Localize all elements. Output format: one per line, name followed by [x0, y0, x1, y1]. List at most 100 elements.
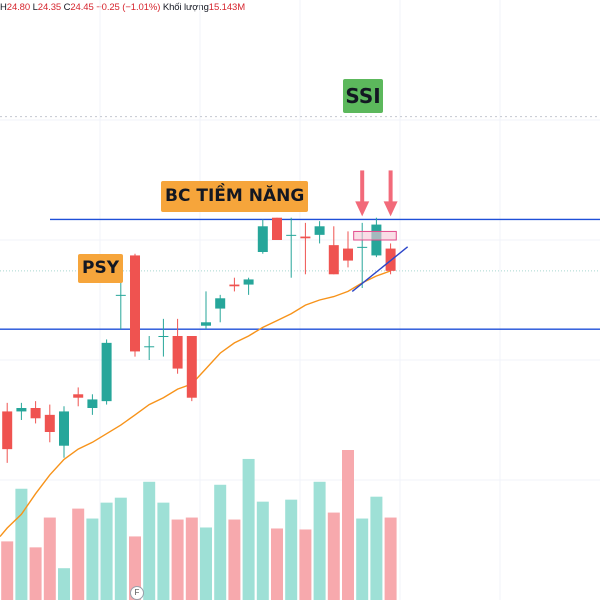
candle-body [328, 245, 339, 275]
change-value: −0.25 (−1.01%) [96, 2, 161, 13]
candle [343, 231, 353, 268]
candle [59, 406, 69, 458]
ohlc-legend: H24.80 L24.35 C24.45 −0.25 (−1.01%) Khối… [0, 0, 245, 16]
candle-body [300, 236, 311, 239]
volume-bar [200, 527, 212, 600]
candle [186, 336, 197, 402]
candle [87, 394, 98, 415]
volume-bar [171, 519, 184, 600]
volume-bar [228, 519, 241, 600]
candle-body [44, 414, 55, 432]
volume-bar [242, 458, 255, 600]
high-value: 24.80 [6, 2, 31, 13]
volume-bar [43, 517, 56, 600]
overlays [351, 170, 409, 292]
candle [243, 277, 254, 295]
candle-body [314, 226, 325, 235]
volume-bar [72, 508, 85, 600]
candle [2, 402, 13, 463]
candle [144, 336, 155, 360]
candle-body [286, 234, 297, 236]
candle [158, 318, 169, 357]
candle-body [30, 408, 41, 419]
candle [314, 221, 325, 244]
volume-bar [342, 450, 354, 600]
ticker-tag: SSI [343, 79, 383, 113]
candle [101, 339, 112, 405]
volume-bar [157, 502, 170, 600]
candle-body [144, 346, 155, 348]
candle-body [272, 217, 282, 240]
down-arrow [355, 170, 370, 217]
volume-bar [256, 501, 269, 600]
psy-tag: PSY [78, 254, 124, 283]
candle-body [201, 322, 211, 326]
down-arrow [383, 170, 398, 217]
candle-body [59, 411, 69, 446]
candle [172, 318, 183, 374]
volume-bar [100, 502, 113, 600]
highlight-box [353, 230, 397, 241]
candle [30, 401, 41, 424]
candle-body [257, 226, 268, 252]
candle [300, 222, 311, 275]
volume-bar [313, 481, 326, 600]
down-arrow-head [355, 201, 370, 217]
volume-label: Khối lượng [162, 2, 209, 13]
volume-bar [15, 488, 28, 600]
candle [16, 402, 27, 420]
close-value: 24.45 [70, 2, 94, 13]
candle [130, 253, 140, 357]
candle-body [215, 298, 226, 309]
down-arrow-shaft [388, 170, 393, 203]
candle [215, 294, 226, 323]
volume-bar [1, 541, 14, 600]
low-value: 24.35 [37, 2, 62, 13]
candle-body [229, 284, 240, 287]
candle-body [2, 411, 13, 450]
volume-bar [143, 481, 156, 600]
volume-value: 15.143M [208, 2, 246, 13]
down-arrow-head [383, 201, 398, 217]
candle [201, 291, 211, 330]
volume-bar [29, 547, 42, 600]
candle [286, 217, 297, 278]
candle-body [186, 336, 197, 398]
volume-bar [299, 529, 312, 600]
high-label: H [0, 2, 7, 13]
moving-average [0, 270, 391, 538]
candle-body [357, 246, 368, 248]
candle [272, 217, 282, 240]
event-marker-f[interactable]: F [130, 586, 144, 600]
candle-body [172, 336, 183, 369]
candle [73, 387, 84, 407]
candle-body [73, 394, 84, 398]
candles [2, 217, 396, 463]
candle-body [115, 294, 126, 296]
candle [328, 226, 339, 275]
candle-body [343, 248, 353, 261]
volume-bar [327, 512, 340, 600]
candle-body [16, 408, 27, 412]
uptrend-line [351, 246, 409, 292]
volume-bar [129, 536, 141, 600]
ma-line [0, 270, 391, 538]
candle-body [101, 342, 112, 402]
volume-bar [114, 497, 127, 600]
volume-bar [271, 528, 283, 600]
down-arrow-shaft [360, 170, 365, 203]
candle [257, 219, 268, 254]
candle [229, 277, 240, 292]
candle [385, 243, 396, 275]
close-label: C [63, 2, 71, 13]
candle-body [87, 399, 98, 408]
candle-body [158, 336, 169, 337]
volume-bar [185, 517, 198, 600]
candle-body [243, 279, 254, 285]
volume-bar [384, 517, 397, 600]
volume-bar [285, 499, 298, 600]
volume-bars [1, 450, 397, 600]
volume-bar [356, 518, 369, 600]
